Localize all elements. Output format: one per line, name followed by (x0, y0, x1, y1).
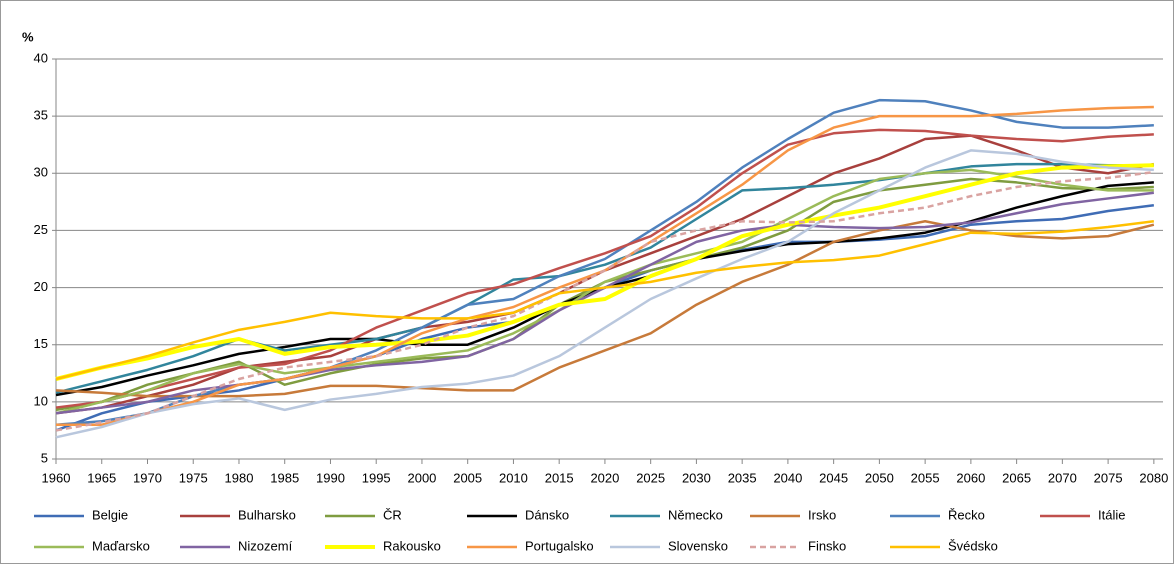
x-tick-label: 2070 (1048, 470, 1077, 485)
y-tick-label: 10 (34, 393, 48, 408)
legend-label: Dánsko (525, 507, 569, 522)
series-line (55, 220, 1155, 381)
legend-label: Řecko (948, 507, 985, 522)
legend-label: Rakousko (383, 538, 441, 553)
series-line (55, 220, 1155, 398)
y-tick-label: 5 (41, 450, 48, 465)
y-tick-label: 30 (34, 165, 48, 180)
legend-label: Maďarsko (92, 538, 150, 553)
y-tick-label: 15 (34, 336, 48, 351)
x-tick-label: 2055 (911, 470, 940, 485)
series-line (55, 163, 1154, 381)
x-tick-label: 2035 (728, 470, 757, 485)
x-tick-label: 2025 (636, 470, 665, 485)
x-tick-label: 1985 (270, 470, 299, 485)
x-tick-label: 2020 (590, 470, 619, 485)
x-tick-label: 2060 (956, 470, 985, 485)
y-axis-label: % (22, 29, 34, 44)
x-tick-label: 2030 (682, 470, 711, 485)
x-tick-label: 2040 (773, 470, 802, 485)
series-line (55, 128, 1154, 409)
x-tick-label: 2065 (1002, 470, 1031, 485)
x-tick-label: 1960 (42, 470, 71, 485)
legend-label: Finsko (808, 538, 846, 553)
x-tick-label: 2075 (1094, 470, 1123, 485)
legend-label: ČR (383, 507, 402, 522)
series-line (55, 149, 1154, 439)
x-tick-label: 1975 (179, 470, 208, 485)
legend-label: Itálie (1098, 507, 1125, 522)
legend-label: Švédsko (948, 538, 998, 553)
x-tick-label: 1970 (133, 470, 162, 485)
legend-label: Portugalsko (525, 538, 594, 553)
y-tick-label: 40 (34, 50, 48, 65)
series-line (55, 168, 1154, 415)
legend-label: Slovensko (668, 538, 728, 553)
legend-label: Belgie (92, 507, 128, 522)
legend-label: Německo (668, 507, 723, 522)
x-tick-label: 2080 (1139, 470, 1168, 485)
series-line (55, 170, 1155, 432)
x-tick-label: 2005 (453, 470, 482, 485)
y-tick-label: 20 (34, 279, 48, 294)
legend-label: Nizozemí (238, 538, 293, 553)
x-tick-label: 2045 (819, 470, 848, 485)
x-tick-label: 2000 (407, 470, 436, 485)
x-tick-label: 1995 (362, 470, 391, 485)
x-tick-label: 1980 (225, 470, 254, 485)
x-tick-label: 2015 (545, 470, 574, 485)
x-tick-label: 2010 (499, 470, 528, 485)
y-tick-label: 35 (34, 108, 48, 123)
x-tick-label: 2050 (865, 470, 894, 485)
x-tick-label: 1965 (87, 470, 116, 485)
y-tick-label: 25 (34, 222, 48, 237)
x-tick-label: 1990 (316, 470, 345, 485)
legend-label: Irsko (808, 507, 836, 522)
legend-label: Bulharsko (238, 507, 296, 522)
